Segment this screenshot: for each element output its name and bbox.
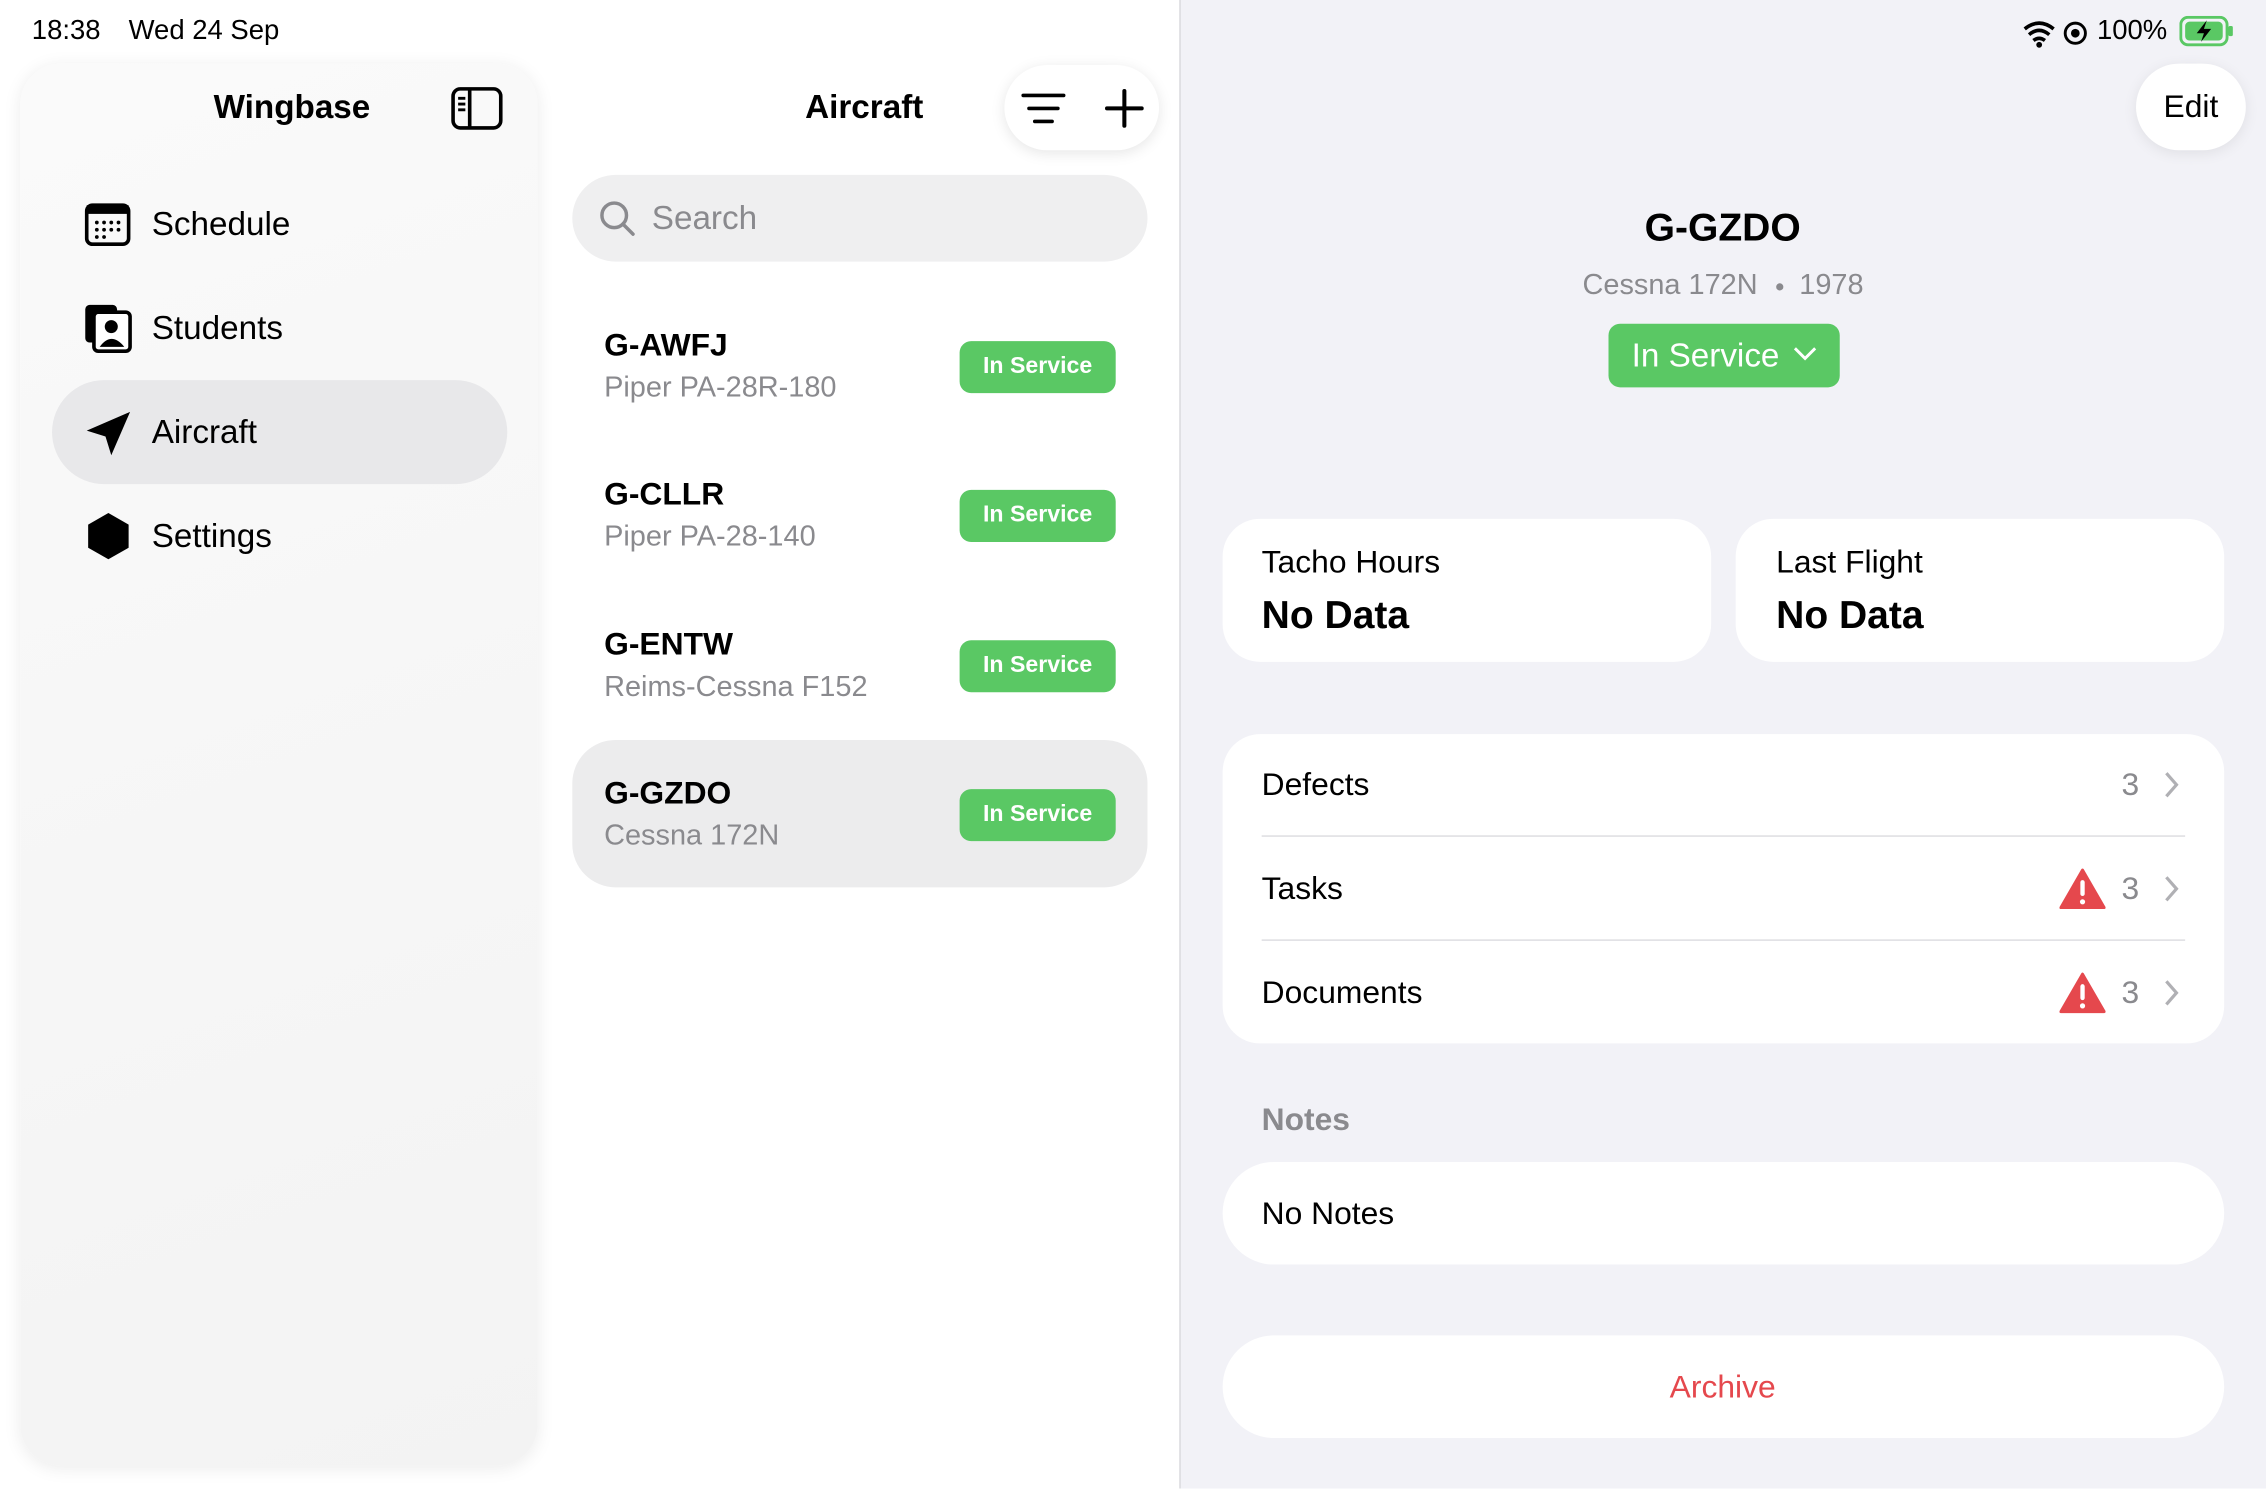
- notes-card: [1222, 1161, 2225, 1265]
- detail-model: Cessna 172N: [1582, 269, 1758, 302]
- row-count: 3: [2121, 974, 2140, 1011]
- stat-label: Last Flight: [1776, 543, 1923, 580]
- aircraft-icon: [86, 411, 131, 456]
- time: 18:38: [31, 15, 101, 47]
- nav-item[interactable]: Settings: [151, 516, 272, 555]
- notes-text: No Notes: [1261, 1195, 1395, 1232]
- stat-value: No Data: [1261, 593, 1410, 637]
- status-icons: [2023, 21, 2087, 48]
- chevron: [2165, 772, 2179, 798]
- nav-item[interactable]: Schedule: [151, 204, 291, 243]
- filter-button[interactable]: [1020, 90, 1066, 128]
- edit-button[interactable]: [2136, 63, 2246, 151]
- sidebar-toggle[interactable]: [451, 87, 503, 130]
- row-divider: [1261, 835, 2186, 837]
- search-placeholder: Search: [651, 198, 758, 237]
- separator-dot: [1776, 283, 1784, 291]
- item-registration[interactable]: G-AWFJ: [604, 326, 728, 363]
- app-title: Wingbase: [213, 87, 371, 126]
- item-registration[interactable]: G-CLLR: [604, 475, 725, 513]
- status-badge: In Service: [959, 788, 1116, 841]
- students-icon: [85, 304, 132, 353]
- status-label[interactable]: In Service: [1631, 336, 1780, 374]
- selected-nav: [52, 380, 508, 485]
- item-model[interactable]: Piper PA-28R-180: [604, 372, 837, 404]
- status-badge: In Service: [959, 490, 1116, 543]
- row-label[interactable]: Documents: [1261, 974, 1423, 1011]
- row-count: 3: [2121, 870, 2140, 907]
- item-model[interactable]: Cessna 172N: [604, 819, 780, 852]
- nav-item[interactable]: Students: [151, 308, 283, 347]
- item-registration[interactable]: G-GZDO: [604, 774, 732, 811]
- search-field[interactable]: [572, 174, 1148, 262]
- status-chevron: [1793, 347, 1817, 361]
- rows-card: [1222, 734, 2225, 1044]
- list-title: Aircraft: [805, 87, 924, 126]
- battery-icon: [2179, 15, 2233, 47]
- detail-year: 1978: [1799, 269, 1864, 302]
- archive-button[interactable]: [1222, 1335, 2225, 1438]
- stat-label: Tacho Hours: [1261, 543, 1441, 580]
- warning-icon: [2059, 868, 2106, 910]
- date: Wed 24 Sep: [128, 15, 280, 47]
- search-icon: [600, 201, 635, 236]
- row-label[interactable]: Tasks: [1261, 870, 1343, 907]
- chevron: [2165, 980, 2179, 1006]
- chevron: [2165, 876, 2179, 902]
- item-registration[interactable]: G-ENTW: [604, 625, 734, 662]
- stat-card: [1735, 518, 2225, 662]
- add-button[interactable]: [1104, 88, 1144, 128]
- detail-registration: G-GZDO: [1644, 205, 1801, 250]
- row-divider: [1261, 939, 2186, 941]
- row-count: 3: [2121, 765, 2140, 803]
- archive-label[interactable]: Archive: [1669, 1368, 1776, 1405]
- item-model[interactable]: Piper PA-28-140: [604, 521, 816, 554]
- stat-card: [1222, 518, 1712, 662]
- battery-level: 100%: [2096, 15, 2168, 47]
- divider: [1179, 0, 1181, 1489]
- status-badge: In Service: [959, 341, 1116, 394]
- sidebar: [20, 63, 538, 1466]
- row-label[interactable]: Defects: [1261, 765, 1370, 803]
- edit-label[interactable]: Edit: [2163, 88, 2219, 125]
- stat-value: No Data: [1776, 593, 1924, 637]
- notes-title: Notes: [1261, 1101, 1350, 1138]
- status-badge: In Service: [959, 639, 1116, 692]
- item-model[interactable]: Reims-Cessna F152: [604, 670, 868, 703]
- nav-item[interactable]: Aircraft: [151, 412, 258, 451]
- warning-icon: [2059, 972, 2106, 1014]
- settings-icon: [88, 513, 129, 560]
- schedule-icon: [84, 203, 131, 247]
